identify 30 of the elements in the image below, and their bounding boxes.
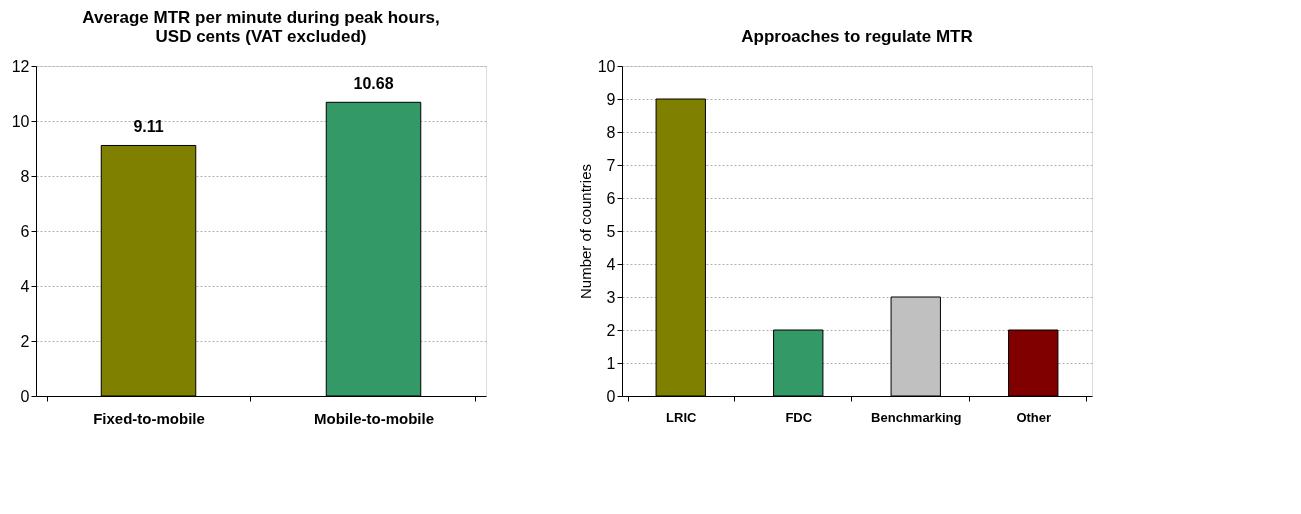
x-tick-label: LRIC: [666, 409, 698, 425]
y-tick-label: 6: [606, 189, 616, 207]
y-tick-label: 7: [606, 156, 616, 174]
y-tick-label: 3: [606, 288, 616, 306]
y-tick-label: 2: [606, 321, 616, 339]
y-tick-label: 8: [20, 167, 30, 185]
y-tick-label: 12: [11, 57, 30, 75]
y-tick-label: 10: [597, 57, 616, 75]
text: Average MTR per minute during peak hours,: [82, 8, 440, 27]
x-tick-label: Fixed-to-mobile: [93, 409, 205, 427]
x-tick-label: Other: [1016, 409, 1052, 425]
y-tick-label: 4: [20, 277, 30, 295]
y-axis-title: Number of countries: [576, 163, 594, 300]
chart-title: Approaches to regulate MTR: [741, 27, 973, 46]
y-tick-label: 5: [606, 222, 616, 240]
data-label: 9.11: [133, 118, 164, 136]
y-tick-label: 2: [20, 332, 30, 350]
y-tick-label: 10: [11, 112, 30, 130]
y-tick-label: 0: [606, 387, 616, 405]
y-tick-label: 8: [606, 123, 616, 141]
y-tick-label: 9: [606, 90, 616, 108]
data-label: 10.68: [353, 75, 394, 93]
text: USD cents (VAT excluded): [155, 27, 367, 46]
y-tick-label: 1: [606, 354, 616, 372]
y-tick-label: 4: [606, 255, 616, 273]
y-tick-label: 6: [20, 222, 30, 240]
x-tick-label: Benchmarking: [871, 409, 962, 425]
x-tick-label: Mobile-to-mobile: [314, 409, 434, 427]
y-tick-label: 0: [20, 387, 30, 405]
x-tick-label: FDC: [785, 409, 813, 425]
